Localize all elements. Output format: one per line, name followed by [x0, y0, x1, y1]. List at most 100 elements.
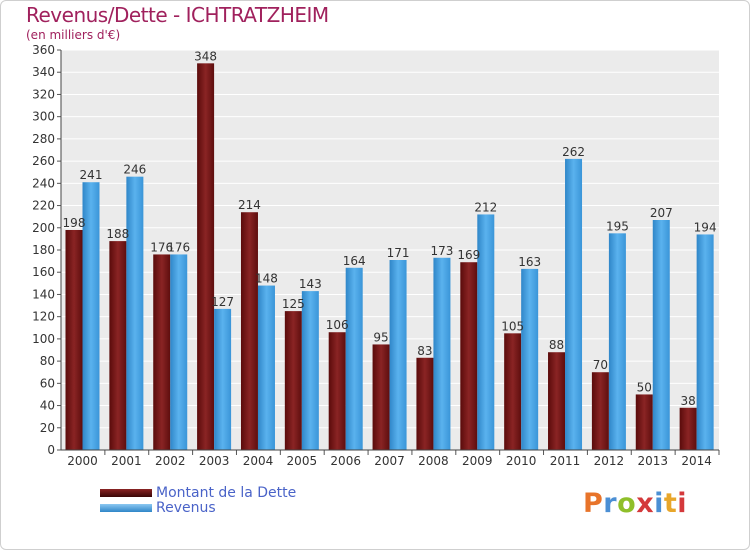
- logo-letter: t: [663, 488, 678, 519]
- x-tick-label: 2009: [462, 454, 493, 468]
- x-tick-label: 2004: [243, 454, 274, 468]
- bar-debt: [65, 230, 83, 450]
- y-tick-label: 140: [32, 287, 55, 301]
- data-label-debt: 88: [549, 338, 564, 352]
- y-tick-label: 180: [32, 243, 55, 257]
- data-label-debt: 214: [238, 198, 261, 212]
- data-label-debt: 95: [373, 330, 388, 344]
- bar-revenue: [433, 257, 451, 450]
- logo-letter: r: [603, 488, 618, 519]
- x-tick-label: 2014: [681, 454, 712, 468]
- data-label-revenue: 195: [606, 219, 629, 233]
- bar-revenue: [652, 220, 670, 450]
- legend-label-debt: Montant de la Dette: [156, 485, 297, 501]
- bar-debt: [591, 372, 609, 450]
- data-label-revenue: 163: [518, 255, 541, 269]
- bar-debt: [372, 344, 390, 450]
- data-label-debt: 105: [501, 319, 524, 333]
- y-tick-label: 160: [32, 265, 55, 279]
- bar-revenue: [126, 176, 144, 450]
- x-tick-label: 2010: [506, 454, 537, 468]
- bar-debt: [109, 241, 127, 450]
- bar-debt: [197, 63, 215, 450]
- data-label-revenue: 143: [299, 277, 322, 291]
- data-label-revenue: 262: [562, 145, 585, 159]
- y-tick-label: 340: [32, 65, 55, 79]
- y-tick-label: 200: [32, 221, 55, 235]
- y-tick-label: 300: [32, 110, 55, 124]
- data-label-revenue: 212: [474, 200, 497, 214]
- y-tick-label: 260: [32, 154, 55, 168]
- data-label-revenue: 148: [255, 272, 278, 286]
- x-tick-label: 2003: [199, 454, 230, 468]
- y-tick-label: 280: [32, 132, 55, 146]
- x-tick-label: 2006: [330, 454, 361, 468]
- bar-debt: [460, 262, 478, 450]
- y-tick-label: 20: [40, 421, 55, 435]
- data-label-debt: 188: [106, 227, 129, 241]
- bar-revenue: [301, 291, 319, 450]
- bar-debt: [504, 333, 522, 450]
- y-tick-label: 120: [32, 310, 55, 324]
- y-tick-label: 80: [40, 354, 55, 368]
- data-label-revenue: 127: [211, 295, 234, 309]
- y-tick-label: 0: [47, 443, 55, 457]
- bar-debt: [416, 357, 434, 450]
- data-label-debt: 348: [194, 49, 217, 63]
- logo-letter: o: [617, 488, 637, 519]
- data-label-revenue: 164: [343, 254, 366, 268]
- data-label-revenue: 246: [123, 163, 146, 177]
- data-label-debt: 83: [417, 344, 432, 358]
- legend-swatch-debt: [100, 489, 152, 497]
- bar-revenue: [477, 214, 495, 450]
- bar-debt: [153, 254, 171, 450]
- proxiti-logo: Proxiti: [583, 488, 687, 519]
- data-label-debt: 50: [637, 380, 652, 394]
- data-label-revenue: 194: [694, 220, 717, 234]
- bar-revenue: [82, 182, 100, 450]
- y-tick-label: 220: [32, 199, 55, 213]
- bar-revenue: [214, 308, 232, 450]
- bar-debt: [284, 311, 302, 450]
- x-tick-label: 2000: [67, 454, 98, 468]
- data-label-debt: 38: [680, 394, 695, 408]
- bar-debt: [679, 407, 697, 450]
- x-tick-label: 2008: [418, 454, 449, 468]
- bar-debt: [328, 332, 346, 450]
- bar-revenue: [389, 260, 407, 450]
- x-tick-label: 2002: [155, 454, 186, 468]
- logo-letter: P: [583, 488, 604, 519]
- data-label-revenue: 241: [80, 168, 103, 182]
- chart-title: Revenus/Dette - ICHTRATZHEIM: [26, 3, 329, 27]
- x-tick-label: 2012: [594, 454, 625, 468]
- legend-swatch-revenue: [100, 504, 152, 512]
- x-tick-label: 2001: [111, 454, 142, 468]
- bar-revenue: [608, 233, 626, 450]
- x-tick-label: 2005: [287, 454, 318, 468]
- bar-revenue: [565, 158, 583, 450]
- y-tick-label: 320: [32, 87, 55, 101]
- legend-label-revenue: Revenus: [156, 500, 216, 516]
- bar-revenue: [521, 268, 539, 450]
- bar-revenue: [345, 267, 363, 450]
- x-tick-label: 2007: [374, 454, 405, 468]
- bar-debt: [635, 394, 653, 450]
- y-tick-label: 40: [40, 399, 55, 413]
- y-tick-label: 360: [32, 43, 55, 57]
- data-label-debt: 125: [282, 297, 305, 311]
- logo-letter: i: [677, 488, 688, 519]
- bar-debt: [548, 352, 566, 450]
- x-tick-label: 2011: [550, 454, 581, 468]
- data-label-debt: 176: [150, 240, 173, 254]
- y-tick-label: 100: [32, 332, 55, 346]
- data-label-revenue: 173: [430, 244, 453, 258]
- y-tick-label: 240: [32, 176, 55, 190]
- data-label-debt: 198: [63, 216, 86, 230]
- bar-revenue: [170, 254, 188, 450]
- data-label-revenue: 176: [167, 240, 190, 254]
- logo-letter: i: [654, 488, 664, 519]
- logo-letter: x: [636, 488, 655, 519]
- bar-debt: [240, 212, 258, 450]
- y-tick-label: 60: [40, 376, 55, 390]
- data-label-revenue: 171: [387, 246, 410, 260]
